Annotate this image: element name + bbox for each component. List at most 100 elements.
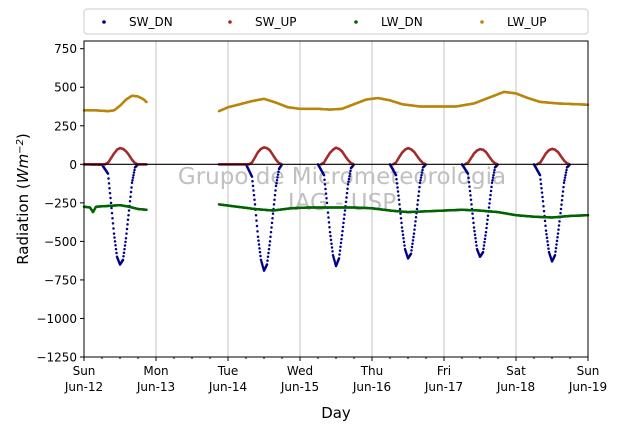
data-point [487,206,491,209]
data-point [416,203,419,206]
data-point [398,203,401,206]
legend: SW_DN SW_UP LW_DN LW_UP [83,8,589,35]
data-point [395,177,398,181]
data-point [412,232,416,235]
data-point [469,198,473,202]
data-point [481,250,485,254]
data-point [268,243,271,247]
data-point [565,168,568,172]
data-point [561,194,564,198]
data-point [106,172,110,175]
data-point [252,193,256,197]
data-point [466,172,470,175]
data-point [254,213,258,217]
data-point [554,246,558,250]
data-point [492,171,496,174]
data-point [492,173,495,177]
data-point [345,191,349,195]
data-point [490,185,493,189]
data-point [544,224,547,227]
data-point [338,253,341,256]
data-point [127,209,131,212]
data-point [347,177,351,181]
data-point [327,216,330,219]
legend-label: SW_UP [255,15,297,29]
data-point [323,183,327,186]
data-point [337,257,341,260]
data-point [122,255,125,258]
data-point [130,181,134,185]
legend-label: LW_UP [507,15,546,29]
data-point [266,255,270,259]
data-point [128,200,132,203]
data-point [409,252,413,255]
x-axis-title: Day [321,404,351,422]
data-point [331,250,334,253]
data-point [340,233,344,237]
data-point [485,222,489,226]
data-point [401,233,405,236]
legend-label: SW_DN [129,15,173,29]
data-point [467,181,471,184]
data-point [107,182,111,185]
data-point [488,202,491,205]
x-tick-label: Sat Jun-18 [496,364,535,394]
data-point [127,213,130,217]
data-point [396,190,400,193]
data-point [341,229,344,233]
data-point [325,196,328,200]
data-point [472,221,475,225]
data-point [559,207,563,211]
data-point [482,244,486,247]
data-point [493,168,496,172]
data-point [349,169,352,173]
data-point [469,194,472,197]
series-lw-dn [82,203,590,219]
data-point [275,181,278,185]
data-point [339,241,343,245]
data-point [277,170,280,174]
data-point [473,233,477,236]
data-point [564,173,567,177]
data-point [131,179,134,182]
data-point [269,235,272,239]
data-point [482,247,485,251]
data-point [276,173,280,176]
data-point [400,221,403,225]
data-point [124,237,128,240]
data-point [275,179,279,182]
x-tick-label: Wed Jun-15 [280,364,319,394]
data-point [340,237,343,241]
data-point [121,258,125,262]
data-point [330,242,333,245]
data-point [401,229,404,233]
watermark-line: IAG - USP [288,190,396,216]
data-point [413,224,417,227]
data-point [329,238,333,242]
data-point [110,211,114,215]
data-point [560,203,563,206]
data-point [556,236,559,239]
data-point [556,232,560,235]
legend-marker [354,20,358,24]
data-point [411,242,414,245]
data-point [267,251,270,255]
data-point [346,183,350,186]
data-point [541,200,545,203]
data-point [473,229,476,233]
data-point [559,211,562,215]
data-point [419,176,423,179]
data-point [347,180,350,183]
data-point [538,173,542,177]
data-point [270,226,273,229]
data-point [327,221,331,224]
data-point [402,240,406,244]
data-point [540,186,543,190]
y-tick-label: 250 [54,119,77,133]
data-point [132,173,135,177]
data-point [109,196,112,200]
data-point [467,176,470,180]
data-point [126,223,129,226]
data-point [562,181,566,185]
